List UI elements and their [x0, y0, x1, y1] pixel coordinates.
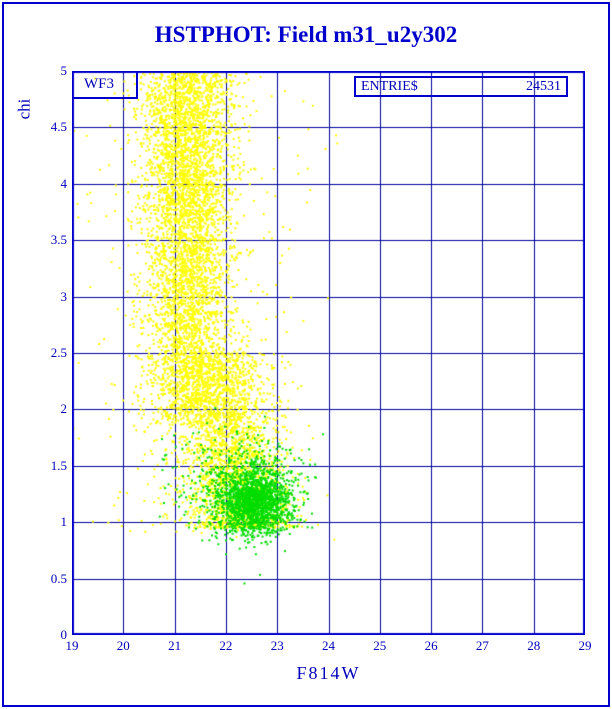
- y-tick-label: 0.5: [50, 570, 67, 586]
- y-tick-label: 2: [60, 401, 68, 417]
- x-tick-label: 19: [65, 638, 79, 653]
- y-tick-label: 1: [60, 514, 68, 530]
- y-tick-label: 5: [60, 63, 68, 78]
- entries-value: 24531: [526, 78, 561, 94]
- y-tick-label: 1.5: [50, 457, 67, 473]
- y-tick-label: 4: [60, 175, 68, 191]
- detector-label-box: WF3: [72, 71, 138, 99]
- x-tick-label: 21: [168, 638, 182, 653]
- plot-area: WF3 ENTRIE$ 24531 F814W chi 19 20 21 22 23 24…: [14, 63, 591, 683]
- y-tick-label: 2.5: [50, 345, 67, 360]
- y-tick-label: 3: [60, 288, 68, 304]
- x-tick-label: 26: [424, 638, 438, 653]
- y-tick-label: 0: [60, 627, 68, 642]
- scatter-canvas: [72, 71, 585, 635]
- x-tick-label: 27: [475, 638, 489, 653]
- x-axis-label: F814W: [296, 663, 361, 683]
- x-tick-label: 28: [527, 638, 541, 653]
- detector-label: WF3: [84, 76, 114, 92]
- entries-label: ENTRIE$: [361, 78, 418, 94]
- x-tick-label: 20: [116, 638, 130, 653]
- x-tick-label: 23: [270, 638, 284, 653]
- y-tick-label: 4.5: [50, 119, 67, 135]
- x-tick-label: 22: [219, 638, 233, 653]
- chart-title: HSTPHOT: Field m31_u2y302: [154, 22, 458, 47]
- x-tick-label: 29: [578, 638, 592, 653]
- x-tick-label: 25: [373, 638, 387, 653]
- x-tick-label: 24: [322, 638, 335, 653]
- entries-box: ENTRIE$ 24531: [354, 76, 568, 97]
- y-tick-label: 3.5: [50, 232, 67, 248]
- y-axis-label: chi: [14, 98, 34, 120]
